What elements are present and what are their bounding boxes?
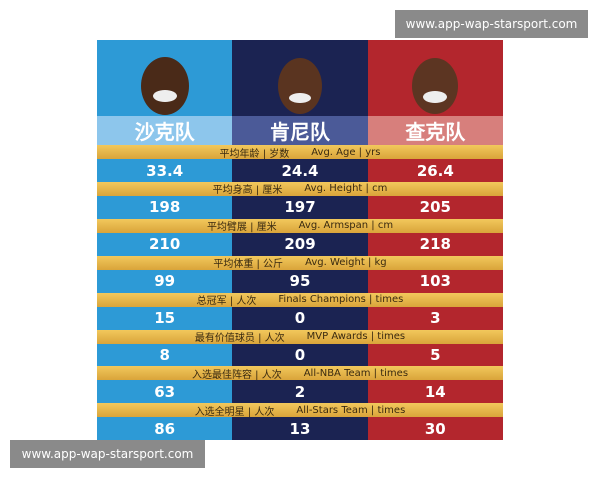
label-cn: 入选全明星 | 人次: [194, 406, 275, 418]
watermark: www.app-wap-starsport.com: [10, 440, 205, 468]
stat-value: 95: [289, 272, 311, 291]
stat-value: 218: [419, 235, 451, 254]
watermark: www.app-wap-starsport.com: [395, 10, 588, 38]
face: [412, 58, 459, 114]
stat-value: 63: [154, 382, 176, 401]
value-row: 210 209 218: [97, 233, 503, 256]
face: [140, 57, 189, 115]
value-row: 86 13 30: [97, 417, 503, 440]
stat-value: 24.4: [281, 161, 319, 180]
stat-value: 99: [154, 272, 176, 291]
row-header: 总冠军 | 人次 Finals Champions | times: [97, 292, 503, 308]
stat-value: 5: [430, 346, 441, 364]
face-cell: [97, 40, 232, 116]
stat-value: 26.4: [416, 161, 454, 180]
stat-value: 103: [419, 272, 451, 291]
stat-value: 8: [159, 346, 170, 364]
stat-value: 30: [424, 419, 446, 438]
value-row: 8 0 5: [97, 344, 503, 367]
stat-value: 15: [154, 309, 176, 328]
label-cn: 平均身高 | 厘米: [212, 185, 283, 197]
label-en: MVP Awards | times: [306, 331, 406, 342]
value-row: 198 197 205: [97, 196, 503, 219]
stat-value: 0: [294, 309, 306, 328]
team-name: 查克队: [367, 116, 503, 145]
row-header: 最有价值球员 | 人次 MVP Awards | times: [97, 329, 503, 344]
row-header: 平均身高 | 厘米 Avg. Height | cm: [97, 181, 503, 197]
stat-value: 210: [149, 235, 181, 254]
label-cn: 总冠军 | 人次: [196, 296, 257, 308]
label-en: Avg. Weight | kg: [305, 257, 387, 269]
label-en: All-NBA Team | times: [303, 367, 409, 379]
label-en: All-Stars Team | times: [296, 404, 406, 416]
stat-value: 198: [149, 198, 181, 217]
row-header: 入选最佳阵容 | 人次 All-NBA Team | times: [97, 366, 503, 381]
stat-value: 14: [424, 382, 446, 401]
label-cn: 最有价值球员 | 人次: [194, 333, 285, 344]
label-en: Avg. Armspan | cm: [298, 220, 394, 232]
row-header: 入选全明星 | 人次 All-Stars Team | times: [97, 403, 503, 418]
face: [277, 58, 322, 114]
value-row: 15 0 3: [97, 307, 503, 330]
stat-value: 86: [154, 419, 176, 438]
value-row: 33.4 24.4 26.4: [97, 159, 503, 182]
team-row: 沙克队 肯尼队 查克队: [97, 116, 503, 145]
label-en: Finals Champions | times: [278, 294, 404, 306]
stat-value: 205: [419, 198, 451, 217]
stat-value: 209: [284, 235, 316, 254]
label-en: Avg. Age | yrs: [311, 146, 381, 158]
label-en: Avg. Height | cm: [304, 183, 388, 195]
stat-value: 13: [289, 419, 311, 438]
label-cn: 入选最佳阵容 | 人次: [191, 369, 282, 381]
row-header: 平均年龄 | 岁数 Avg. Age | yrs: [97, 145, 503, 160]
stat-value: 3: [430, 309, 441, 328]
face-cell: [368, 40, 503, 116]
stat-value: 33.4: [146, 161, 184, 180]
label-cn: 平均臂展 | 厘米: [206, 222, 277, 234]
row-header: 平均臂展 | 厘米 Avg. Armspan | cm: [97, 218, 503, 234]
row-header: 平均体重 | 公斤 Avg. Weight | kg: [97, 255, 503, 271]
stat-value: 197: [284, 198, 316, 217]
stat-value: 0: [294, 346, 306, 364]
value-row: 63 2 14: [97, 380, 503, 403]
face-cell: [232, 40, 367, 116]
stat-value: 2: [294, 382, 306, 401]
value-row: 99 95 103: [97, 270, 503, 293]
team-name: 沙克队: [97, 116, 233, 145]
label-cn: 平均年龄 | 岁数: [219, 148, 290, 160]
team-name: 肯尼队: [232, 116, 368, 145]
faces: [97, 40, 503, 116]
stats-panel: 沙克队 肯尼队 查克队 平均年龄 | 岁数 Avg. Age | yrs 33.4 24.…: [97, 40, 503, 440]
label-cn: 平均体重 | 公斤: [213, 259, 284, 271]
